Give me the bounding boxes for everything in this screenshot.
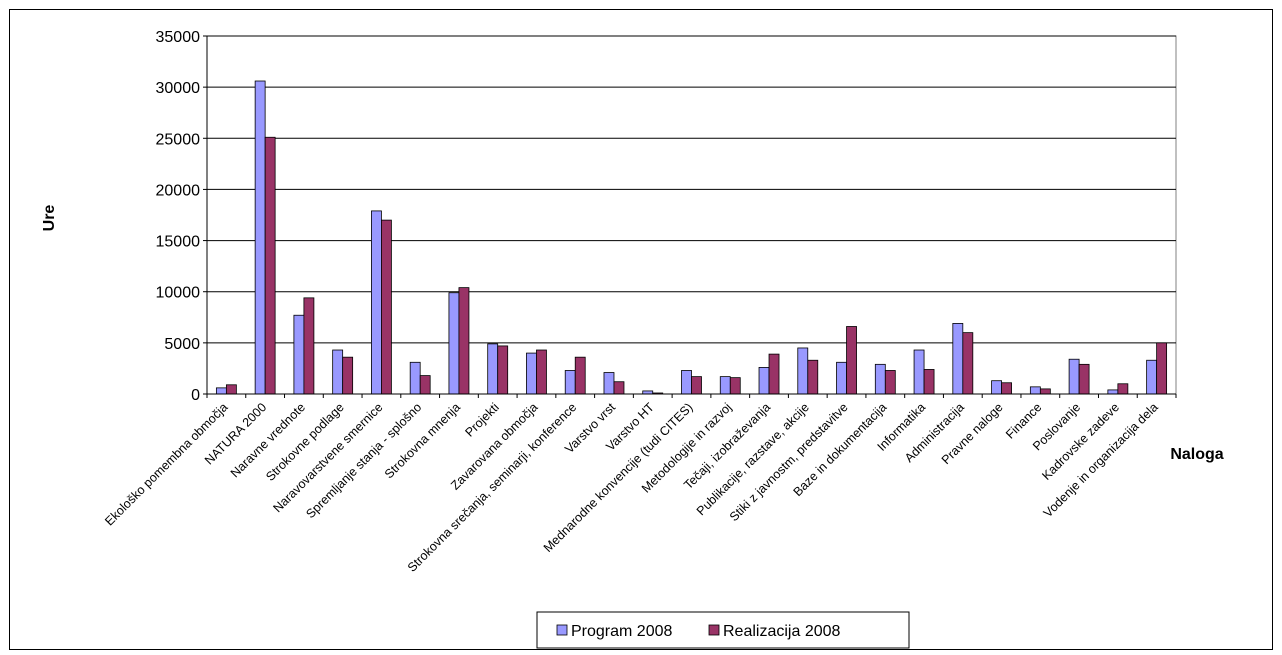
- bar-realizacija: [342, 356, 354, 395]
- bar-realizacija: [613, 381, 625, 395]
- x-axis-label: Naloga: [1170, 446, 1223, 463]
- bar-realizacija: [1078, 363, 1090, 395]
- y-tick-label: 35000: [156, 29, 201, 46]
- bar-program: [254, 80, 266, 395]
- bar-program: [409, 361, 421, 395]
- bar-program: [758, 367, 770, 395]
- bar-realizacija: [923, 369, 935, 395]
- bar-program: [293, 314, 305, 395]
- y-tick-label: 30000: [156, 80, 201, 97]
- legend-swatch-program: [556, 624, 568, 636]
- bar-realizacija: [1039, 388, 1051, 395]
- legend: Program 2008 Realizacija 2008: [536, 611, 910, 649]
- y-tick-label: 25000: [156, 131, 201, 148]
- bar-program: [215, 387, 227, 395]
- bar-realizacija: [225, 384, 237, 395]
- bar-program: [526, 352, 537, 395]
- bar-program: [564, 370, 576, 395]
- bar-realizacija: [962, 332, 974, 395]
- bar-program: [797, 347, 809, 395]
- bar-program: [681, 370, 692, 395]
- bar-program: [913, 349, 925, 395]
- bar-realizacija: [303, 297, 315, 395]
- bar-realizacija: [381, 219, 392, 395]
- gridlines: [207, 35, 1176, 344]
- bar-realizacija: [458, 287, 470, 395]
- bar-realizacija: [497, 345, 509, 395]
- bar-program: [448, 292, 460, 395]
- bar-realizacija: [807, 359, 819, 395]
- bar-realizacija: [1117, 383, 1129, 395]
- legend-label-realizacija: Realizacija 2008: [723, 623, 841, 640]
- y-tick-label: 5000: [164, 336, 200, 353]
- bar-program: [332, 349, 344, 395]
- plot-area: [206, 35, 1177, 395]
- bar-program: [952, 323, 964, 395]
- y-axis-label: Ure: [41, 205, 58, 232]
- legend-box: [536, 611, 910, 649]
- bar-program: [1146, 359, 1158, 395]
- bar-realizacija: [1156, 342, 1168, 395]
- bar-program: [719, 376, 731, 395]
- bar-program: [603, 372, 615, 395]
- y-axis-ticks: 0 5000 10000 15000 20000 25000 30000 35000: [156, 29, 207, 404]
- bar-program: [874, 363, 886, 395]
- y-tick-label: 15000: [156, 234, 201, 251]
- y-tick-label: 10000: [156, 285, 201, 302]
- bar-realizacija: [536, 349, 547, 395]
- bar-realizacija: [729, 377, 741, 395]
- legend-swatch-realizacija: [708, 624, 720, 636]
- bar-realizacija: [884, 370, 896, 395]
- y-tick-label: 20000: [156, 182, 201, 199]
- bar-program: [836, 361, 847, 395]
- bar-program: [1068, 358, 1080, 395]
- bar-program: [1029, 386, 1041, 395]
- legend-label-program: Program 2008: [571, 623, 672, 640]
- bar-program: [371, 210, 382, 395]
- y-tick-label: 0: [191, 387, 200, 404]
- bar-realizacija: [846, 326, 857, 395]
- bar-realizacija: [768, 353, 780, 395]
- bar-program: [991, 380, 1002, 395]
- bar-program: [1107, 389, 1119, 395]
- bar-realizacija: [264, 136, 276, 395]
- bar-realizacija: [691, 376, 702, 395]
- bar-realizacija: [419, 375, 431, 395]
- bar-realizacija: [1001, 382, 1012, 395]
- bar-realizacija: [574, 356, 586, 395]
- bar-program: [487, 343, 499, 395]
